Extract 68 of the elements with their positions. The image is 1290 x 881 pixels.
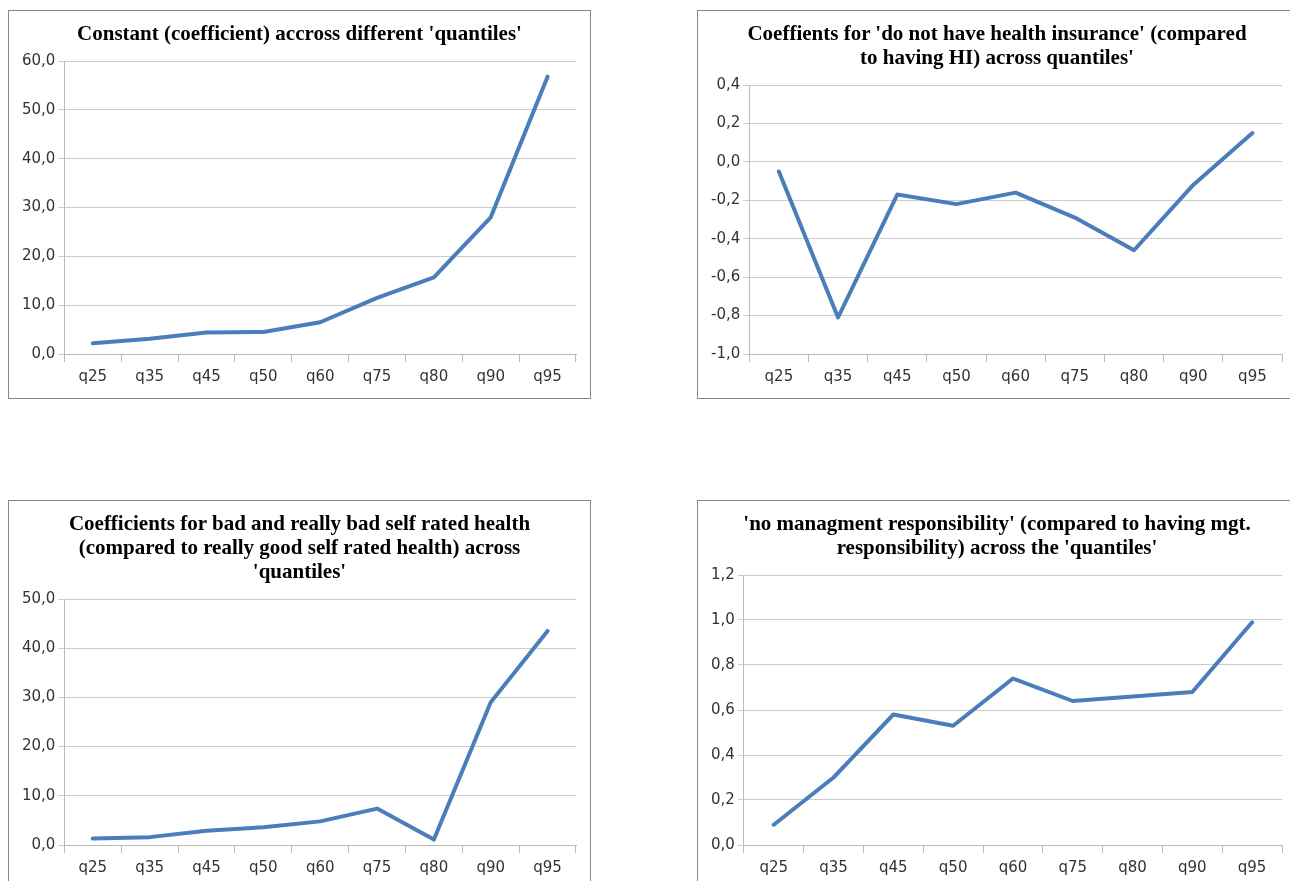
chart-title: Constant (coefficient) accross different 'quantiles' xyxy=(76,20,523,47)
x-tick-label: q75 xyxy=(1060,367,1090,386)
y-tick-label: 40,0 xyxy=(21,148,56,167)
y-tick-label: -0,6 xyxy=(710,267,741,286)
x-tick-label: q80 xyxy=(1118,858,1147,877)
y-tick-label: 1,2 xyxy=(711,565,735,584)
y-tick-label: 0,4 xyxy=(711,745,735,764)
x-tick-label: q25 xyxy=(78,858,108,877)
y-tick-label: 0,6 xyxy=(711,700,735,719)
y-tick-label: 1,0 xyxy=(711,610,735,629)
x-tick-label: q80 xyxy=(419,367,449,386)
x-tick-label: q45 xyxy=(882,367,912,386)
x-tick-label: q45 xyxy=(879,858,908,877)
y-tick-label: 0,2 xyxy=(716,113,741,132)
x-tick-label: q25 xyxy=(78,367,108,386)
y-tick-label: 30,0 xyxy=(21,197,56,216)
y-tick-label: 60,0 xyxy=(21,51,56,70)
x-tick-label: q90 xyxy=(1178,367,1208,386)
x-tick-label: q90 xyxy=(1178,858,1207,877)
x-tick-label: q90 xyxy=(476,367,506,386)
x-tick-label: q45 xyxy=(192,858,221,877)
y-tick-label: 0,0 xyxy=(716,152,741,171)
x-tick-label: q60 xyxy=(305,858,335,877)
chart-title: Coeffients for 'do not have health insurance' (compared to having HI) across quantiles' xyxy=(746,20,1248,72)
y-tick-label: 40,0 xyxy=(21,638,56,657)
x-tick-label: q50 xyxy=(942,367,971,386)
x-tick-label: q25 xyxy=(759,858,789,877)
chart-title: 'no managment responsibility' (compared to having mgt. responsibility) across the 'quantiles' xyxy=(742,510,1252,562)
x-tick-label: q45 xyxy=(192,367,221,386)
x-tick-label: q95 xyxy=(533,858,562,877)
x-tick-label: q50 xyxy=(249,367,278,386)
x-tick-label: q80 xyxy=(419,858,449,877)
x-tick-label: q35 xyxy=(823,367,853,386)
x-tick-label: q50 xyxy=(938,858,968,877)
y-tick-label: -0,4 xyxy=(710,228,741,247)
y-tick-label: 20,0 xyxy=(21,736,56,755)
y-tick-label: 50,0 xyxy=(21,589,56,608)
x-tick-label: q35 xyxy=(135,367,164,386)
y-tick-label: 0,4 xyxy=(716,75,741,94)
y-tick-label: 30,0 xyxy=(21,687,56,706)
x-tick-label: q95 xyxy=(1238,367,1267,386)
y-tick-label: 0,0 xyxy=(31,344,56,363)
y-tick-label: 10,0 xyxy=(21,786,56,805)
y-tick-label: -0,8 xyxy=(710,305,741,324)
y-tick-label: 0,0 xyxy=(711,835,735,854)
x-tick-label: q60 xyxy=(998,858,1028,877)
x-tick-label: q90 xyxy=(476,858,506,877)
x-tick-label: q60 xyxy=(305,367,335,386)
x-tick-label: q95 xyxy=(1237,858,1267,877)
x-tick-label: q75 xyxy=(362,858,392,877)
x-tick-label: q50 xyxy=(249,858,278,877)
x-tick-label: q75 xyxy=(1058,858,1088,877)
x-tick-label: q35 xyxy=(135,858,164,877)
y-tick-label: -1,0 xyxy=(710,344,741,363)
y-tick-label: 50,0 xyxy=(21,99,56,118)
y-tick-label: 0,0 xyxy=(31,835,56,854)
x-tick-label: q60 xyxy=(1001,367,1030,386)
chart-title: Coefficients for bad and really bad self rated health (compared to really good self rated health) across 'quantiles' xyxy=(67,510,532,586)
x-tick-label: q35 xyxy=(819,858,848,877)
y-tick-label: -0,2 xyxy=(710,190,741,209)
x-tick-label: q95 xyxy=(533,367,562,386)
y-tick-label: 20,0 xyxy=(21,246,56,265)
x-tick-label: q80 xyxy=(1119,367,1149,386)
y-tick-label: 0,8 xyxy=(711,655,735,674)
x-tick-label: q25 xyxy=(764,367,794,386)
x-tick-label: q75 xyxy=(362,367,392,386)
y-tick-label: 0,2 xyxy=(711,790,735,809)
y-tick-label: 10,0 xyxy=(21,295,56,314)
